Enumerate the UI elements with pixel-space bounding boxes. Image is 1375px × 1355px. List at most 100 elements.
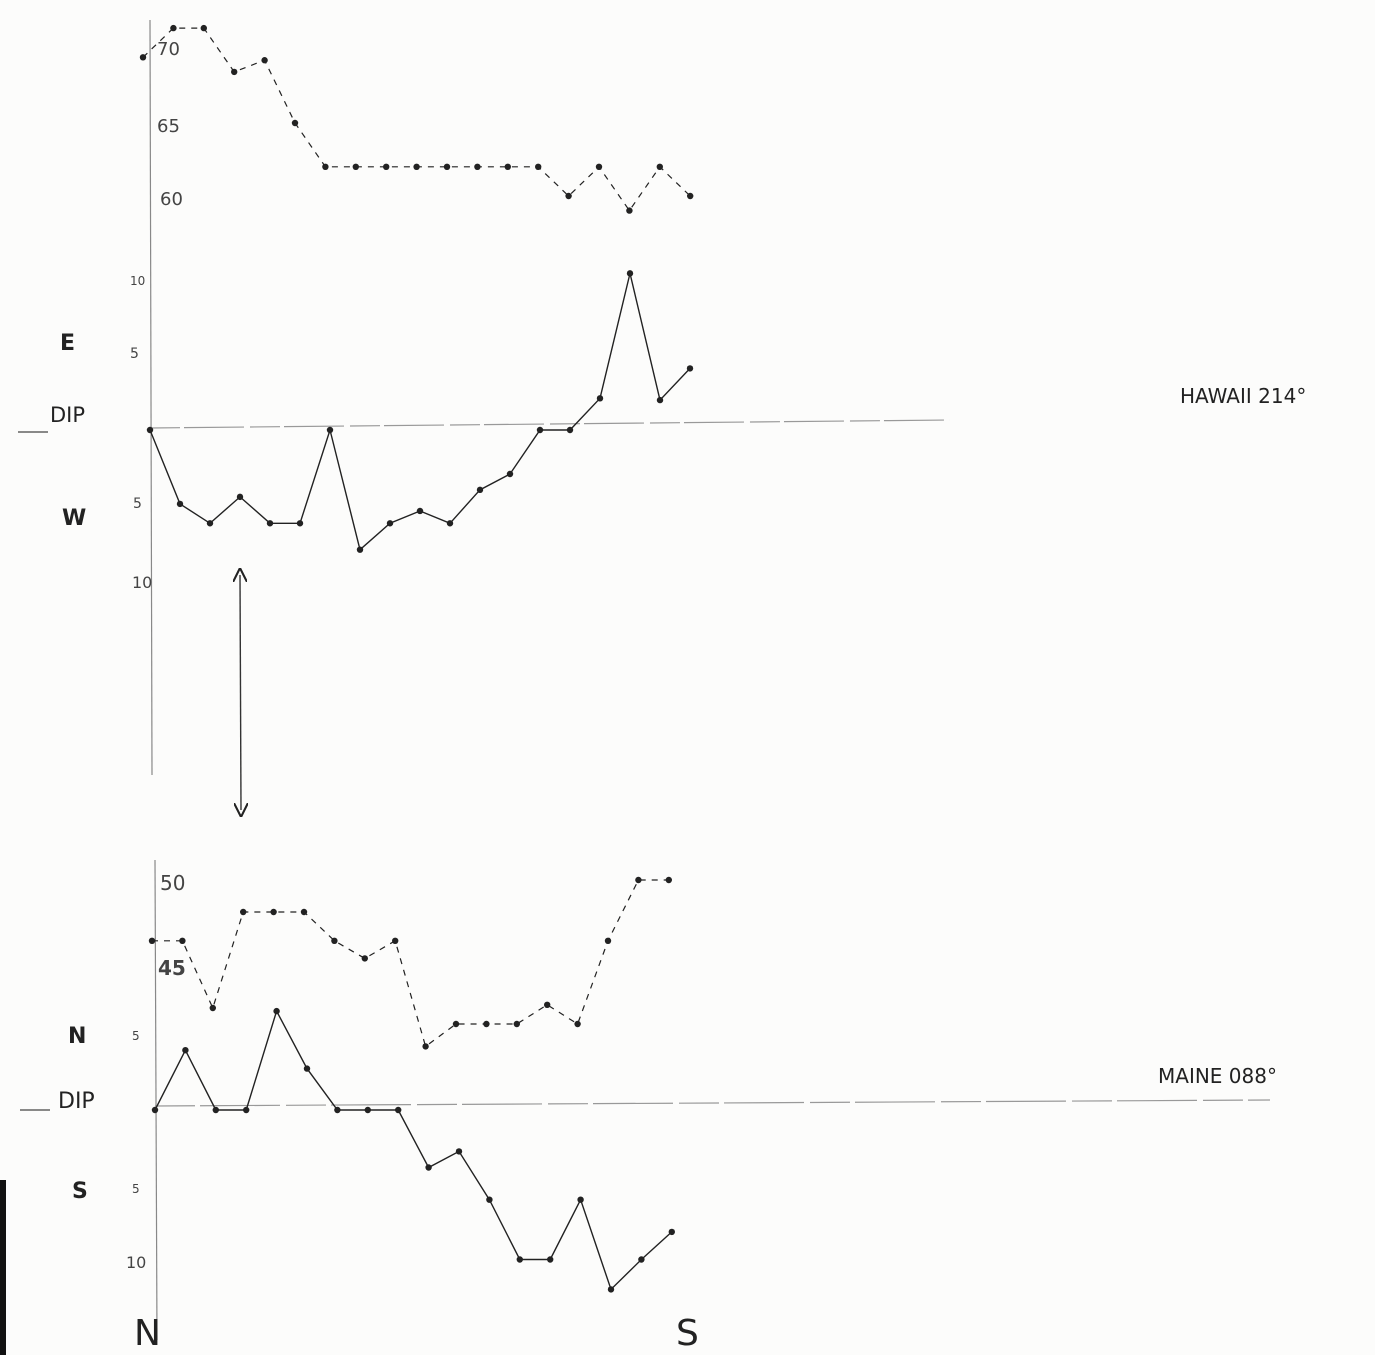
data-point-hawaii-solid-9	[416, 507, 424, 515]
data-point-hawaii-solid-6	[326, 426, 334, 434]
data-point-hawaii-dashed-16	[626, 207, 633, 214]
data-point-hawaii-solid-2	[206, 520, 214, 527]
data-point-maine-dashed-2	[209, 1004, 216, 1012]
data-point-maine-dashed-10	[452, 1020, 460, 1028]
data-point-maine-dashed-0	[148, 937, 156, 944]
data-point-hawaii-dashed-12	[504, 163, 511, 170]
data-point-hawaii-dashed-1	[170, 24, 177, 32]
data-point-hawaii-dashed-18	[687, 192, 694, 200]
data-point-hawaii-dashed-2	[200, 24, 207, 32]
data-point-hawaii-dashed-13	[535, 163, 542, 170]
data-point-maine-solid-16	[638, 1256, 645, 1263]
tick-label-10-upper: 10	[130, 274, 145, 288]
data-point-hawaii-dashed-14	[565, 192, 572, 200]
tick-label-60: 60	[160, 189, 183, 210]
side-label-north: N	[68, 1024, 86, 1049]
dip-reference-line-bottom	[154, 1099, 1271, 1107]
data-point-hawaii-solid-18	[686, 365, 694, 372]
x-axis-label-north: N	[134, 1313, 161, 1354]
data-point-maine-solid-0	[151, 1106, 159, 1114]
scale-arrow	[240, 575, 241, 810]
tick-label-50: 50	[160, 871, 185, 895]
data-point-hawaii-solid-17	[656, 396, 664, 404]
data-point-maine-dashed-15	[604, 937, 612, 944]
tick-label-5-lower: 5	[133, 496, 142, 512]
data-point-hawaii-solid-10	[446, 520, 454, 527]
tick-label-70: 70	[157, 39, 180, 60]
data-point-maine-dashed-14	[574, 1020, 581, 1028]
data-point-hawaii-solid-13	[536, 426, 544, 434]
data-point-hawaii-dashed-7	[352, 163, 359, 170]
data-point-maine-solid-5	[303, 1065, 311, 1072]
data-point-maine-dashed-17	[665, 876, 672, 884]
dip-reference-line-top	[149, 419, 951, 429]
data-point-hawaii-dashed-4	[261, 57, 268, 64]
series-line-hawaii-dashed	[142, 27, 691, 212]
data-point-hawaii-dashed-5	[291, 119, 299, 127]
scan-edge	[0, 1180, 6, 1355]
data-point-maine-dashed-4	[270, 908, 277, 916]
data-point-hawaii-solid-16	[626, 270, 634, 277]
data-point-maine-solid-14	[577, 1196, 584, 1203]
data-point-hawaii-solid-11	[476, 486, 484, 494]
data-point-hawaii-dashed-8	[383, 163, 390, 170]
side-label-south: S	[72, 1179, 88, 1204]
tick-label-10-lower: 10	[132, 573, 152, 592]
data-point-maine-dashed-3	[240, 908, 247, 916]
data-point-maine-dashed-13	[544, 1001, 551, 1008]
data-point-hawaii-dashed-10	[443, 163, 451, 170]
data-point-hawaii-solid-4	[266, 520, 274, 527]
data-point-hawaii-solid-1	[176, 500, 184, 508]
data-point-maine-solid-3	[243, 1106, 250, 1114]
side-label-dip-bottom: DIP	[58, 1089, 95, 1114]
series-line-maine-solid	[154, 1009, 673, 1291]
station-label-hawaii: HAWAII 214°	[1180, 384, 1306, 408]
data-point-maine-dashed-9	[422, 1043, 429, 1050]
data-point-maine-solid-1	[182, 1047, 189, 1054]
data-point-hawaii-solid-8	[386, 520, 394, 527]
data-point-hawaii-dashed-3	[231, 68, 238, 76]
data-point-hawaii-solid-3	[236, 493, 244, 501]
data-point-maine-dashed-5	[300, 908, 308, 916]
tick-label-5-s: 5	[132, 1182, 140, 1196]
data-point-maine-solid-8	[395, 1106, 402, 1114]
tick-label-5-upper: 5	[130, 346, 139, 362]
tick-label-45: 45	[158, 956, 186, 980]
x-axis-label-south: S	[676, 1313, 699, 1354]
series-layer	[139, 24, 694, 1293]
data-point-hawaii-solid-15	[596, 395, 604, 402]
data-point-maine-solid-10	[455, 1148, 463, 1155]
data-point-maine-dashed-7	[361, 955, 368, 962]
data-point-maine-dashed-6	[331, 937, 338, 944]
data-point-maine-solid-4	[273, 1007, 280, 1015]
data-point-hawaii-dashed-9	[413, 163, 420, 170]
axis-line-top	[149, 19, 153, 776]
data-point-maine-dashed-8	[392, 937, 399, 944]
data-point-maine-solid-12	[516, 1256, 523, 1263]
axis-line-bottom	[154, 859, 158, 1341]
data-point-hawaii-dashed-17	[656, 163, 663, 170]
tick-label-5-n: 5	[132, 1029, 140, 1043]
side-label-dip-top: DIP	[50, 403, 85, 427]
data-point-hawaii-solid-14	[566, 426, 574, 434]
data-point-maine-solid-6	[334, 1106, 341, 1114]
data-point-maine-solid-15	[607, 1286, 615, 1293]
data-point-maine-dashed-16	[635, 876, 642, 884]
data-point-maine-solid-7	[364, 1106, 371, 1114]
data-point-maine-dashed-11	[483, 1020, 490, 1028]
data-point-hawaii-solid-7	[356, 546, 364, 553]
data-point-hawaii-dashed-6	[322, 163, 329, 170]
data-point-hawaii-solid-5	[296, 520, 304, 527]
data-point-hawaii-dashed-11	[474, 163, 481, 170]
data-point-hawaii-solid-12	[506, 470, 514, 478]
data-point-maine-solid-17	[668, 1228, 675, 1236]
tick-label-10-s: 10	[126, 1253, 146, 1272]
data-point-maine-solid-9	[425, 1164, 432, 1171]
side-label-east: E	[60, 331, 75, 356]
data-point-maine-dashed-1	[179, 937, 186, 944]
series-line-maine-dashed	[152, 879, 669, 1048]
side-label-west: W	[62, 506, 86, 531]
data-point-hawaii-solid-0	[146, 426, 154, 434]
